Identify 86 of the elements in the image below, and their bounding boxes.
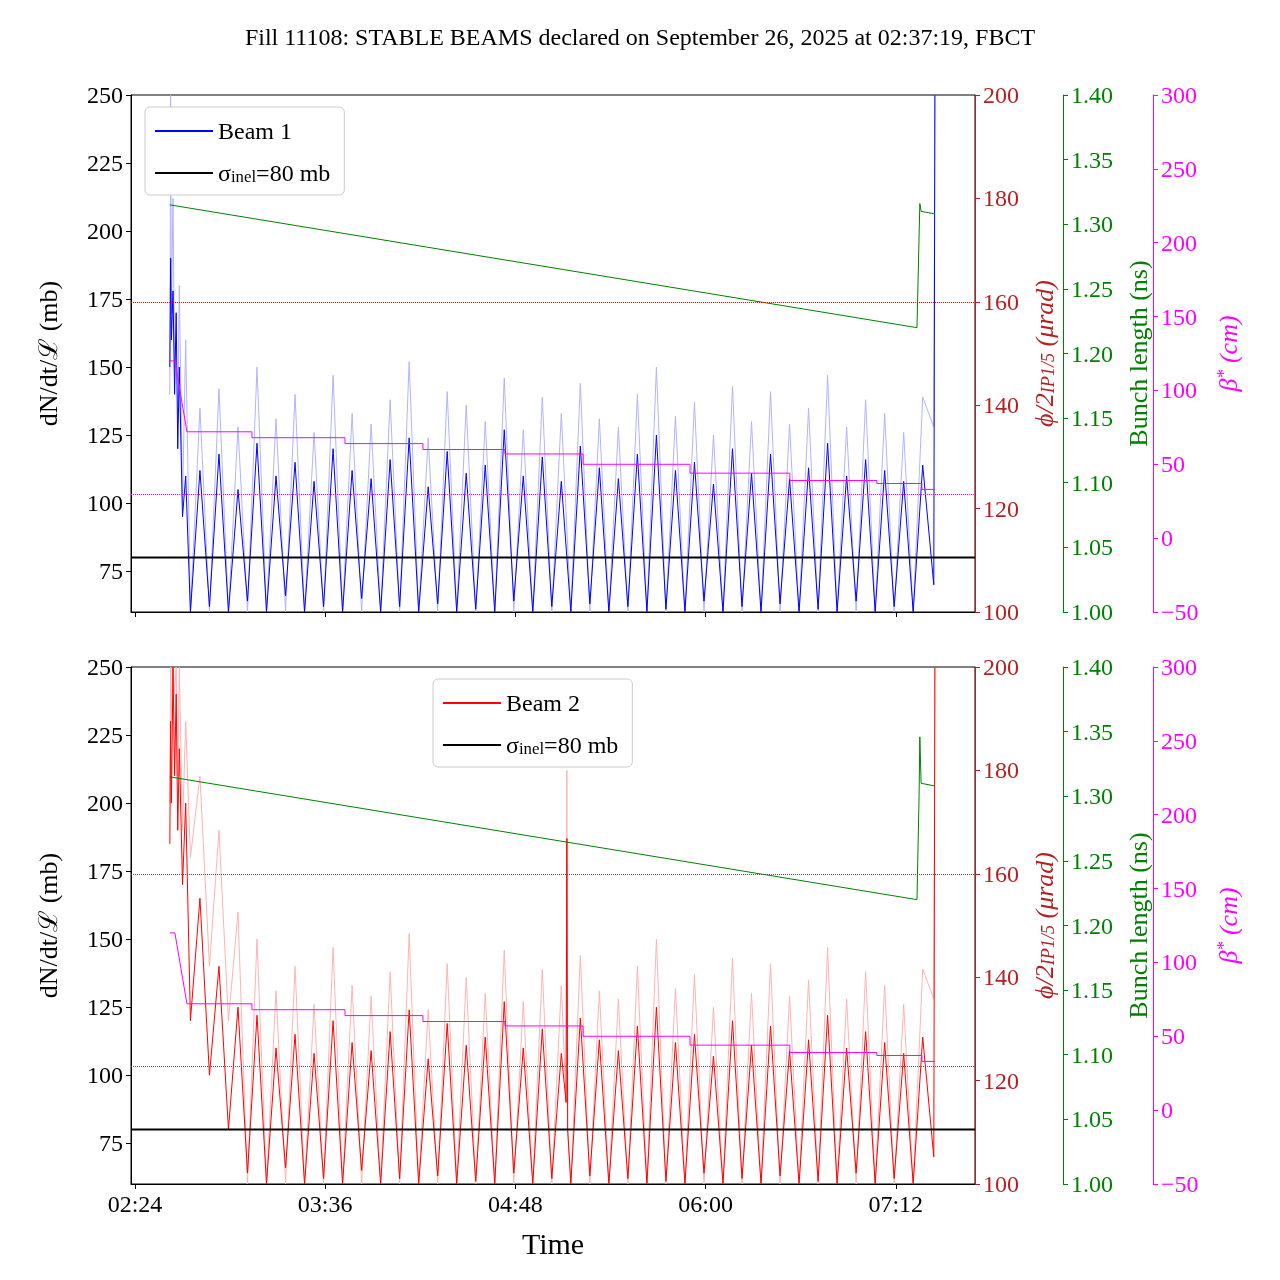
y-tick-label: 225 bbox=[87, 722, 123, 749]
y2-tick-label: 120 bbox=[983, 1067, 1019, 1094]
y2-tick-label: 50 bbox=[1161, 451, 1185, 478]
y2-tick-label: 100 bbox=[1161, 949, 1197, 976]
line-series bbox=[169, 360, 936, 490]
y2-tick-label: 300 bbox=[1161, 654, 1197, 680]
y2-tick-label: 250 bbox=[1161, 727, 1197, 754]
y3-tick-label: 1.15 bbox=[1071, 405, 1113, 432]
y3-tick-label: 1.05 bbox=[1071, 1106, 1113, 1133]
y2-tick-label: 50 bbox=[1161, 1023, 1185, 1050]
y3-tick-label: 1.00 bbox=[1071, 599, 1113, 625]
y2-tick-label: −50 bbox=[1161, 1171, 1199, 1197]
legend-label: σinel=80 mb bbox=[218, 160, 331, 186]
y2-tick-label: −50 bbox=[1161, 599, 1199, 625]
y-tick-label: 250 bbox=[87, 82, 123, 108]
y2-tick-label: 150 bbox=[1161, 303, 1197, 330]
y3-tick-label: 1.30 bbox=[1071, 211, 1113, 238]
x-tick-label: 02:24 bbox=[107, 1191, 163, 1217]
y2-tick-label: 200 bbox=[1161, 801, 1197, 828]
y3-tick-label: 1.00 bbox=[1071, 1171, 1113, 1197]
x-tick-label: 07:12 bbox=[868, 1191, 924, 1217]
y-tick-label: 175 bbox=[87, 858, 123, 885]
y3-tick-label: 1.40 bbox=[1071, 82, 1113, 108]
y3-tick-label: 1.30 bbox=[1071, 783, 1113, 810]
y2-axis-title: ϕ/2IP1/5 (μrad) bbox=[1029, 851, 1059, 1000]
legend-label: Beam 1 bbox=[218, 118, 292, 144]
line-series bbox=[169, 666, 936, 1185]
y2-tick-label: 120 bbox=[983, 495, 1019, 522]
y-tick-label: 175 bbox=[87, 286, 123, 313]
y3-tick-label: 1.40 bbox=[1071, 654, 1113, 680]
y2-tick-label: 200 bbox=[983, 654, 1019, 680]
y2-tick-label: 150 bbox=[1161, 875, 1197, 902]
y-tick-label: 125 bbox=[87, 994, 123, 1021]
y2-tick-label: 100 bbox=[983, 599, 1019, 625]
y-axis-title: dN/dt/ℒ (mb) bbox=[33, 852, 63, 999]
y2-tick-label: 140 bbox=[983, 964, 1019, 991]
y-tick-label: 75 bbox=[99, 1130, 123, 1157]
y3-tick-label: 1.10 bbox=[1071, 469, 1113, 496]
y2-tick-label: 100 bbox=[983, 1171, 1019, 1197]
y3-tick-label: 1.35 bbox=[1071, 718, 1113, 745]
y3-axis-title: Bunch length (ns) bbox=[1123, 260, 1153, 447]
x-tick-label: 03:36 bbox=[297, 1191, 353, 1217]
y2-tick-label: 140 bbox=[983, 392, 1019, 419]
y3-tick-label: 1.35 bbox=[1071, 146, 1113, 173]
y2-tick-label: 180 bbox=[983, 185, 1019, 212]
y-tick-label: 200 bbox=[87, 218, 123, 245]
x-tick-label: 06:00 bbox=[678, 1191, 733, 1217]
x-axis-title: Time bbox=[521, 1226, 585, 1260]
y2-tick-label: 160 bbox=[983, 860, 1019, 887]
chart-title: Fill 11108: STABLE BEAMS declared on September 26, 2025 at 02:37:19, FBCT bbox=[244, 24, 1036, 50]
legend-label: Beam 2 bbox=[506, 690, 580, 716]
y-axis-title: dN/dt/ℒ (mb) bbox=[33, 280, 63, 427]
legend-label: σinel=80 mb bbox=[506, 732, 619, 758]
y2-tick-label: 250 bbox=[1161, 155, 1197, 182]
y2-tick-label: 160 bbox=[983, 288, 1019, 315]
y-tick-label: 100 bbox=[87, 1062, 123, 1089]
line-series bbox=[169, 736, 936, 901]
y2-tick-label: 300 bbox=[1161, 82, 1197, 108]
y2-tick-label: 200 bbox=[983, 82, 1019, 108]
line-series bbox=[169, 203, 936, 329]
y-tick-label: 225 bbox=[87, 150, 123, 177]
y2-axis-title: β* (cm) bbox=[1213, 887, 1243, 965]
y-tick-label: 150 bbox=[87, 354, 123, 381]
y3-axis-title: Bunch length (ns) bbox=[1123, 832, 1153, 1019]
y3-tick-label: 1.05 bbox=[1071, 534, 1113, 561]
line-series bbox=[169, 932, 936, 1062]
y2-tick-label: 0 bbox=[1161, 1097, 1173, 1124]
y3-tick-label: 1.25 bbox=[1071, 275, 1113, 302]
y2-tick-label: 0 bbox=[1161, 525, 1173, 552]
y3-tick-label: 1.15 bbox=[1071, 977, 1113, 1004]
y2-axis-title: β* (cm) bbox=[1213, 315, 1243, 393]
y-tick-label: 200 bbox=[87, 790, 123, 817]
y3-tick-label: 1.20 bbox=[1071, 340, 1113, 367]
y-tick-label: 250 bbox=[87, 654, 123, 680]
y-tick-label: 125 bbox=[87, 422, 123, 449]
y2-axis-title: ϕ/2IP1/5 (μrad) bbox=[1029, 279, 1059, 428]
y-tick-label: 150 bbox=[87, 926, 123, 953]
y3-tick-label: 1.20 bbox=[1071, 912, 1113, 939]
y3-tick-label: 1.25 bbox=[1071, 847, 1113, 874]
y2-tick-label: 200 bbox=[1161, 229, 1197, 256]
x-tick-label: 04:48 bbox=[488, 1191, 543, 1217]
y2-tick-label: 100 bbox=[1161, 377, 1197, 404]
y-tick-label: 75 bbox=[99, 558, 123, 585]
y2-tick-label: 180 bbox=[983, 757, 1019, 784]
y-tick-label: 100 bbox=[87, 490, 123, 517]
y3-tick-label: 1.10 bbox=[1071, 1041, 1113, 1068]
